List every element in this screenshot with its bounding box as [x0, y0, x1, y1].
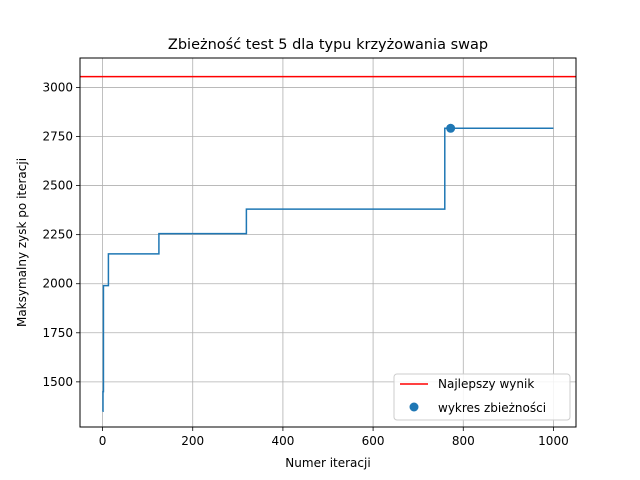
- convergence-point: [446, 123, 456, 133]
- legend-label-convergence: wykres zbieżności: [438, 401, 546, 415]
- y-tick-label: 1750: [42, 326, 73, 340]
- chart-title: Zbieżność test 5 dla typu krzyżowania sw…: [168, 37, 488, 53]
- x-tick-label: 200: [181, 434, 204, 448]
- legend: Najlepszy wynik wykres zbieżności: [393, 373, 571, 421]
- grid: [80, 58, 576, 427]
- y-tick-label: 3000: [42, 80, 73, 94]
- y-tick-label: 2750: [42, 130, 73, 144]
- x-tick-label: 800: [452, 434, 475, 448]
- convergence-line: [102, 127, 554, 413]
- x-tick-label: 0: [99, 434, 107, 448]
- ticks: 0 200 400 600 800 1000 1500 1750 2000 2250 2500 275…: [42, 80, 568, 448]
- y-tick-label: 2250: [42, 228, 73, 242]
- axes-frame: [79, 57, 577, 428]
- x-tick-label: 600: [362, 434, 385, 448]
- legend-box: [393, 373, 571, 421]
- y-tick-label: 2500: [42, 179, 73, 193]
- y-axis-label: Maksymalny zysk po iteracji: [15, 158, 29, 327]
- x-axis-label: Numer iteracji: [285, 456, 370, 470]
- y-tick-label: 2000: [42, 277, 73, 291]
- x-tick-label: 1000: [538, 434, 569, 448]
- plot-area: [80, 75, 576, 413]
- legend-marker-swatch: [409, 402, 419, 412]
- y-tick-label: 1500: [42, 375, 73, 389]
- legend-label-best: Najlepszy wynik: [438, 377, 534, 391]
- x-tick-label: 400: [271, 434, 294, 448]
